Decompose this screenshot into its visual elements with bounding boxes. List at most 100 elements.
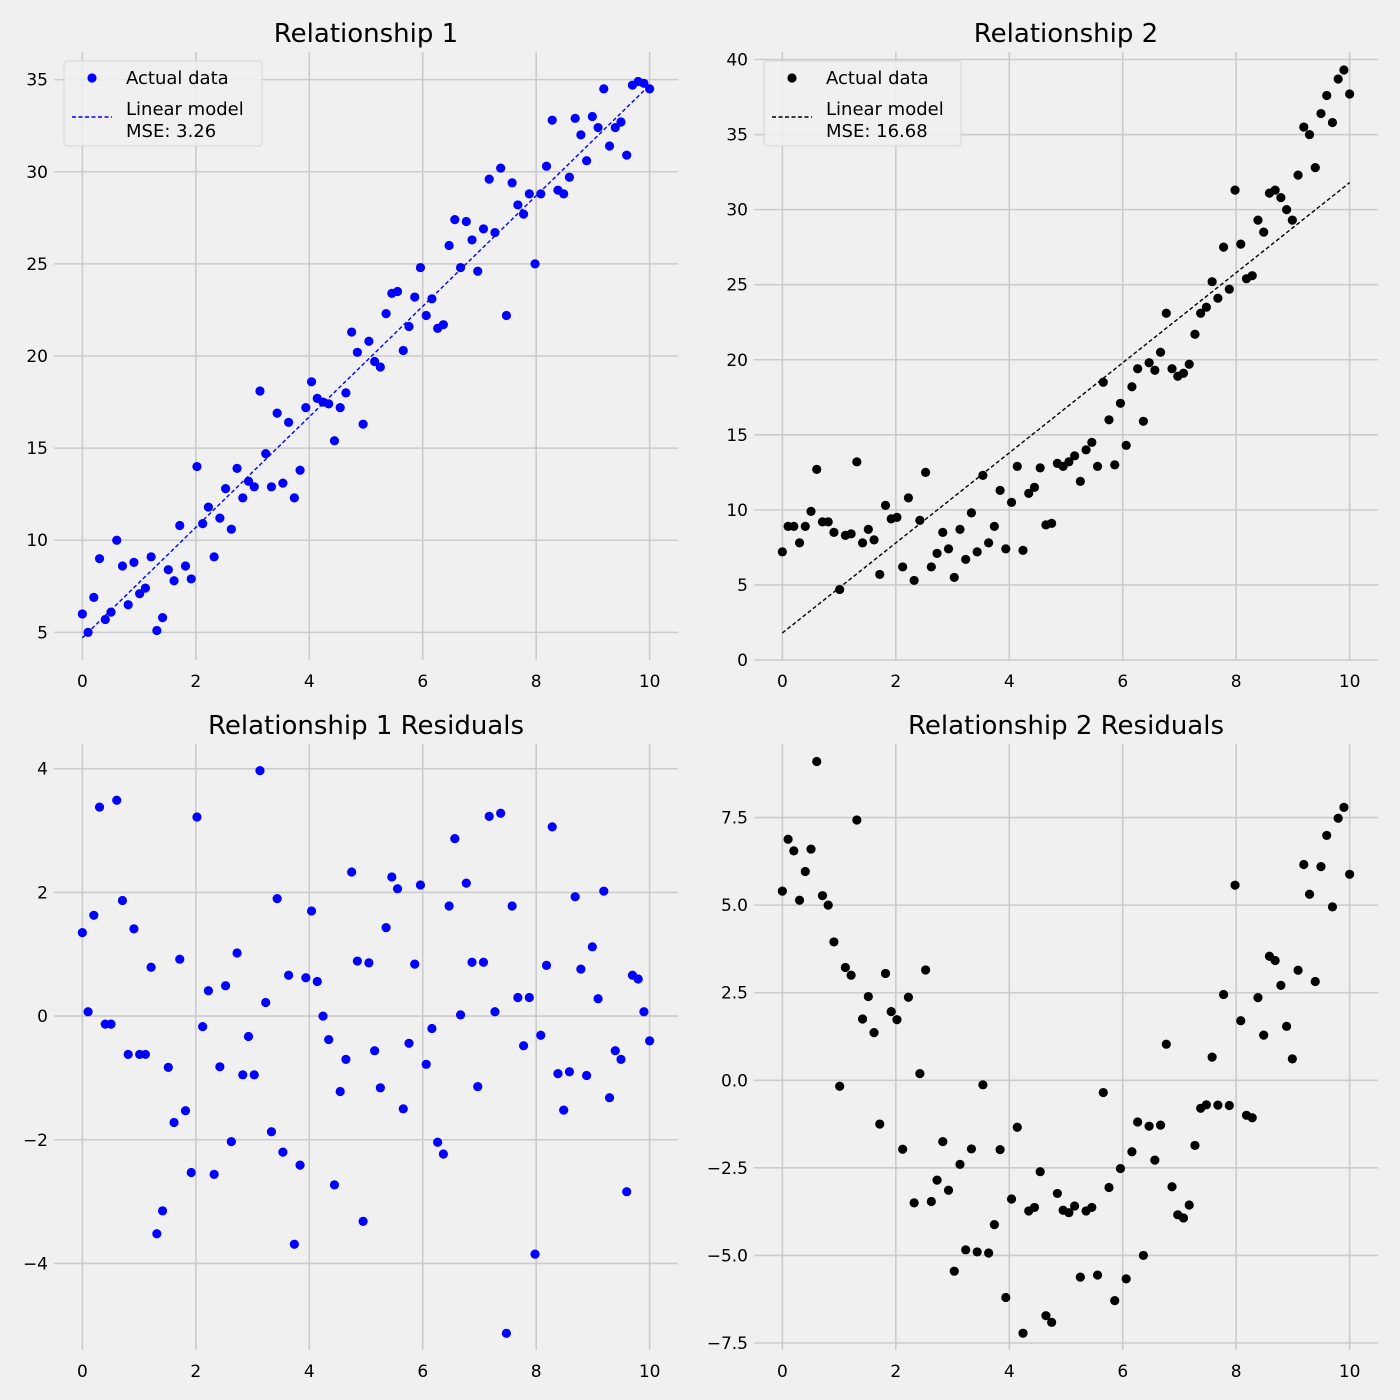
data-point — [289, 493, 299, 503]
data-point — [524, 189, 534, 199]
data-point — [955, 524, 965, 534]
data-point — [1001, 544, 1011, 554]
data-point — [1052, 1188, 1062, 1199]
data-point — [989, 1219, 999, 1230]
data-point — [140, 1049, 150, 1060]
data-point — [415, 262, 426, 273]
data-point — [192, 461, 202, 472]
data-point — [306, 377, 317, 387]
data-point — [1081, 445, 1091, 455]
plot-area — [54, 744, 678, 1350]
data-point — [1006, 497, 1017, 507]
data-point — [186, 574, 196, 584]
data-point — [909, 575, 919, 586]
data-point — [829, 527, 839, 537]
data-point — [1201, 302, 1211, 312]
data-point — [932, 548, 942, 559]
data-point — [1127, 382, 1137, 392]
data-point — [898, 562, 908, 572]
data-point — [1087, 1202, 1097, 1213]
data-point — [1144, 358, 1154, 368]
data-point — [570, 892, 580, 902]
data-point — [1316, 108, 1326, 119]
data-point — [524, 992, 534, 1003]
data-point — [518, 1041, 529, 1051]
data-point — [633, 974, 643, 984]
data-point — [1070, 451, 1080, 461]
data-point — [1196, 308, 1206, 318]
y-tick-label: 7.5 — [721, 809, 748, 829]
data-point — [915, 515, 925, 525]
data-point — [972, 547, 982, 557]
data-point — [1115, 398, 1126, 408]
data-point — [1207, 1052, 1217, 1062]
data-point — [266, 1127, 277, 1137]
data-point — [117, 561, 128, 571]
y-tick-label: 20 — [726, 351, 748, 371]
data-point — [175, 954, 185, 964]
data-point — [817, 891, 828, 901]
data-point — [806, 844, 816, 854]
y-tick-label: 0.0 — [721, 1071, 748, 1091]
y-tick-label: 5 — [37, 623, 48, 643]
data-point — [284, 417, 294, 427]
data-point — [295, 1160, 305, 1170]
data-point — [243, 476, 254, 486]
data-point — [1207, 277, 1217, 287]
data-point — [1098, 1087, 1108, 1098]
data-point — [1213, 293, 1223, 303]
data-point — [1316, 862, 1326, 872]
data-point — [94, 802, 105, 812]
data-point — [806, 506, 816, 516]
data-point — [1138, 1250, 1148, 1261]
data-point — [1070, 1201, 1080, 1211]
data-point — [622, 1187, 632, 1197]
data-point — [152, 625, 162, 636]
data-point — [1184, 359, 1194, 369]
data-point — [1345, 869, 1355, 879]
data-point — [347, 327, 357, 337]
data-point — [1092, 1270, 1103, 1280]
data-point — [582, 1070, 592, 1081]
data-point — [1345, 89, 1355, 99]
data-point — [358, 1216, 368, 1226]
data-point — [146, 552, 156, 562]
data-point — [1190, 1140, 1200, 1151]
data-point — [547, 822, 557, 832]
data-point — [1150, 365, 1160, 375]
data-point — [1184, 1200, 1194, 1210]
data-point — [880, 968, 891, 979]
data-point — [312, 976, 322, 987]
data-point — [387, 872, 397, 882]
x-tick-label: 8 — [531, 672, 542, 692]
x-tick-label: 8 — [531, 1362, 542, 1382]
data-point — [215, 1062, 225, 1072]
data-point — [358, 419, 368, 429]
data-point — [880, 500, 891, 510]
data-point — [83, 627, 93, 637]
data-point — [341, 388, 351, 398]
data-point — [1339, 802, 1349, 813]
data-point — [576, 964, 586, 974]
data-point — [921, 467, 931, 477]
data-point — [123, 600, 133, 610]
data-point — [1190, 329, 1200, 339]
data-point — [955, 1159, 965, 1169]
data-point — [1287, 215, 1297, 225]
data-point — [1201, 1100, 1211, 1110]
data-point — [536, 189, 546, 199]
data-point — [289, 1239, 299, 1249]
data-point — [89, 592, 99, 602]
legend-marker-dot — [87, 73, 97, 83]
x-tick-label: 2 — [190, 1362, 201, 1382]
data-point — [421, 310, 431, 321]
data-point — [1282, 205, 1292, 215]
data-point — [915, 1069, 925, 1079]
data-point — [375, 362, 385, 372]
chart-title: Relationship 1 — [274, 19, 458, 49]
y-tick-label: 5.0 — [721, 896, 748, 916]
y-tick-label: 15 — [26, 439, 48, 459]
data-point — [1075, 1272, 1085, 1282]
